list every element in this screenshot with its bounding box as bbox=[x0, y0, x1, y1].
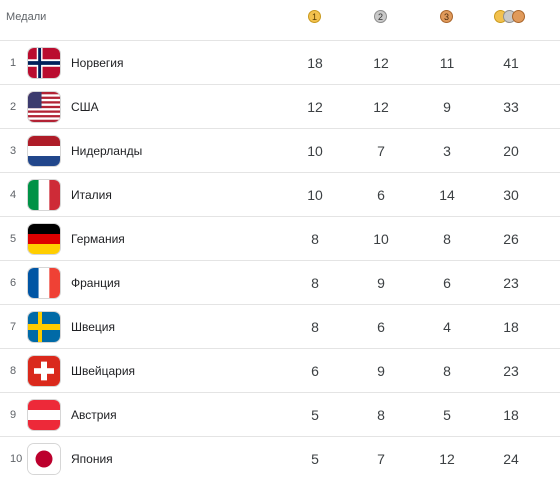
usa-flag-icon bbox=[28, 92, 60, 122]
gold-count: 6 bbox=[311, 363, 319, 379]
silver-medal-icon[interactable]: 2 bbox=[374, 10, 387, 23]
table-row[interactable]: 1 Норвегия 18 12 11 41 bbox=[0, 40, 560, 84]
gold-count: 12 bbox=[307, 99, 323, 115]
table-row[interactable]: 4 Италия 10 6 14 30 bbox=[0, 172, 560, 216]
country-name[interactable]: Австрия bbox=[71, 408, 117, 422]
silver-count: 10 bbox=[373, 231, 389, 247]
table-row[interactable]: 2 США 12 12 9 33 bbox=[0, 84, 560, 128]
rank: 2 bbox=[10, 101, 17, 113]
bronze-count: 14 bbox=[439, 187, 455, 203]
gold-count: 10 bbox=[307, 143, 323, 159]
rank: 4 bbox=[10, 189, 17, 201]
silver-count: 8 bbox=[377, 407, 385, 423]
gold-count: 5 bbox=[311, 451, 319, 467]
total-count: 20 bbox=[503, 143, 519, 159]
country-name[interactable]: Франция bbox=[71, 276, 121, 290]
total-count: 18 bbox=[503, 319, 519, 335]
table-row[interactable]: 3 Нидерланды 10 7 3 20 bbox=[0, 128, 560, 172]
total-count: 18 bbox=[503, 407, 519, 423]
bronze-count: 6 bbox=[443, 275, 451, 291]
rank: 3 bbox=[10, 145, 17, 157]
country-name[interactable]: Норвегия bbox=[71, 56, 124, 70]
silver-count: 7 bbox=[377, 143, 385, 159]
country-name[interactable]: Япония bbox=[71, 452, 113, 466]
rank: 6 bbox=[10, 277, 17, 289]
bronze-count: 12 bbox=[439, 451, 455, 467]
netherlands-flag-icon bbox=[28, 136, 60, 166]
total-count: 24 bbox=[503, 451, 519, 467]
country-name[interactable]: Нидерланды bbox=[71, 144, 143, 158]
bronze-count: 8 bbox=[443, 363, 451, 379]
germany-flag-icon bbox=[28, 224, 60, 254]
silver-count: 7 bbox=[377, 451, 385, 467]
silver-count: 6 bbox=[377, 187, 385, 203]
country-name[interactable]: Германия bbox=[71, 232, 125, 246]
gold-count: 8 bbox=[311, 319, 319, 335]
total-count: 23 bbox=[503, 275, 519, 291]
bronze-count: 5 bbox=[443, 407, 451, 423]
table-title: Медали bbox=[6, 11, 47, 23]
table-row[interactable]: 5 Германия 8 10 8 26 bbox=[0, 216, 560, 260]
table-row[interactable]: 10 Япония 5 7 12 24 bbox=[0, 436, 560, 480]
table-row[interactable]: 8 Швейцария 6 9 8 23 bbox=[0, 348, 560, 392]
silver-count: 9 bbox=[377, 275, 385, 291]
gold-count: 18 bbox=[307, 55, 323, 71]
austria-flag-icon bbox=[28, 400, 60, 430]
table-header: Медали 1 2 3 bbox=[0, 0, 560, 40]
table-row[interactable]: 6 Франция 8 9 6 23 bbox=[0, 260, 560, 304]
country-name[interactable]: Швеция bbox=[71, 320, 115, 334]
silver-count: 12 bbox=[373, 55, 389, 71]
bronze-count: 9 bbox=[443, 99, 451, 115]
gold-count: 5 bbox=[311, 407, 319, 423]
gold-medal-icon[interactable]: 1 bbox=[308, 10, 321, 23]
bronze-count: 8 bbox=[443, 231, 451, 247]
total-count: 23 bbox=[503, 363, 519, 379]
japan-flag-icon bbox=[28, 444, 60, 474]
table-row[interactable]: 7 Швеция 8 6 4 18 bbox=[0, 304, 560, 348]
rank: 10 bbox=[10, 453, 23, 465]
silver-count: 9 bbox=[377, 363, 385, 379]
bronze-count: 3 bbox=[443, 143, 451, 159]
rank: 9 bbox=[10, 409, 17, 421]
country-name[interactable]: Швейцария bbox=[71, 364, 136, 378]
sweden-flag-icon bbox=[28, 312, 60, 342]
italy-flag-icon bbox=[28, 180, 60, 210]
total-medals-icon[interactable] bbox=[494, 10, 528, 23]
total-count: 26 bbox=[503, 231, 519, 247]
total-count: 33 bbox=[503, 99, 519, 115]
country-name[interactable]: Италия bbox=[71, 188, 112, 202]
rank: 1 bbox=[10, 57, 17, 69]
france-flag-icon bbox=[28, 268, 60, 298]
gold-count: 8 bbox=[311, 231, 319, 247]
total-count: 30 bbox=[503, 187, 519, 203]
table-row[interactable]: 9 Австрия 5 8 5 18 bbox=[0, 392, 560, 436]
rank: 5 bbox=[10, 233, 17, 245]
bronze-medal-icon[interactable]: 3 bbox=[440, 10, 453, 23]
bronze-count: 4 bbox=[443, 319, 451, 335]
switzerland-flag-icon bbox=[28, 356, 60, 386]
total-count: 41 bbox=[503, 55, 519, 71]
rank: 8 bbox=[10, 365, 17, 377]
silver-count: 6 bbox=[377, 319, 385, 335]
rank: 7 bbox=[10, 321, 17, 333]
gold-count: 8 bbox=[311, 275, 319, 291]
silver-count: 12 bbox=[373, 99, 389, 115]
bronze-count: 11 bbox=[439, 55, 455, 71]
gold-count: 10 bbox=[307, 187, 323, 203]
norway-flag-icon bbox=[28, 48, 60, 78]
country-name[interactable]: США bbox=[71, 100, 99, 114]
